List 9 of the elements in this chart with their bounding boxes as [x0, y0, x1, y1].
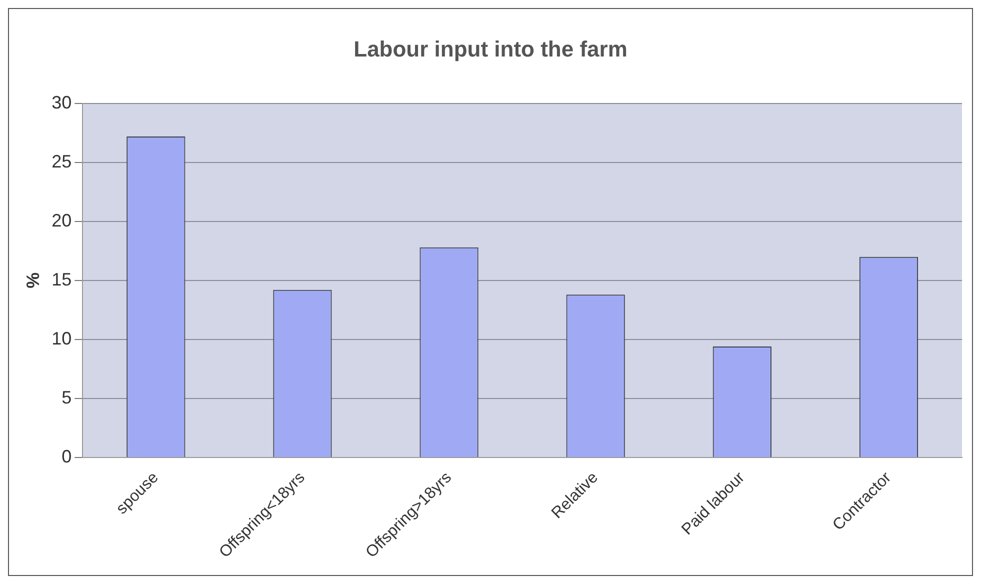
y-tick-label: 20	[52, 210, 72, 230]
y-tick-label: 0	[62, 446, 72, 466]
y-tick-label: 30	[52, 92, 72, 112]
y-tick-label: 10	[52, 328, 72, 348]
y-tick-label: 5	[62, 387, 72, 408]
y-axis-title: %	[22, 272, 43, 288]
y-tick-label: 15	[52, 269, 72, 290]
y-tick-label: 25	[52, 151, 72, 172]
chart-title: Labour input into the farm	[354, 36, 628, 62]
